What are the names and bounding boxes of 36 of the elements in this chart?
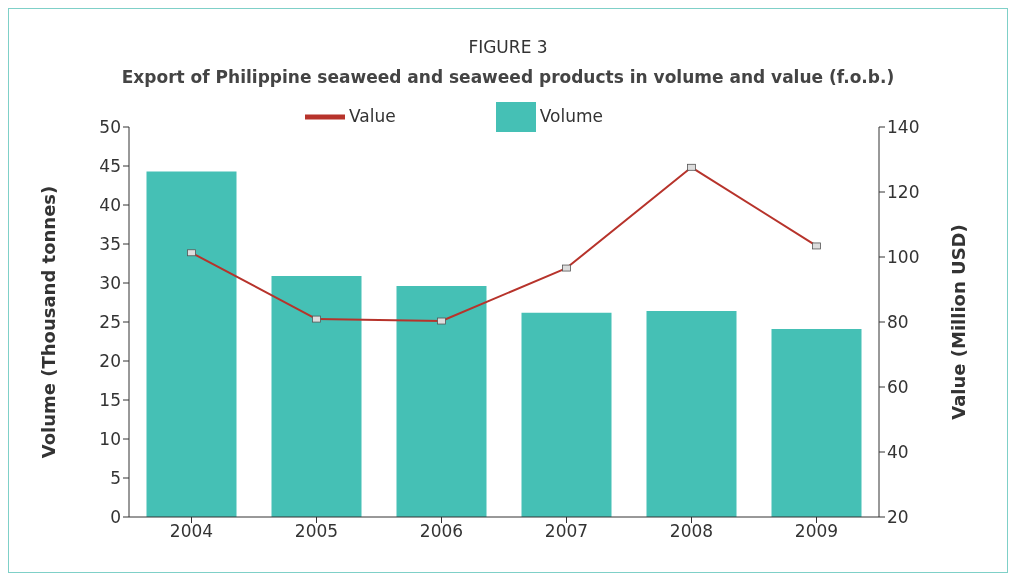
x-tick-label: 2007 <box>544 521 589 542</box>
x-tick-label: 2006 <box>419 521 464 542</box>
chart-subtitle: Export of Philippine seaweed and seaweed products in volume and value (f.o.b.) <box>120 67 896 87</box>
bar <box>146 171 237 517</box>
legend-label: Value <box>349 106 396 126</box>
x-tick-label: 2008 <box>669 521 714 542</box>
x-tick-label: 2004 <box>169 521 214 542</box>
chart-title: FIGURE 3 <box>467 37 549 57</box>
y2-tick-label: 20 <box>887 507 909 528</box>
y2-tick-label: 60 <box>887 377 909 398</box>
y-tick-label: 10 <box>99 429 121 450</box>
x-tick-label: 2009 <box>794 521 839 542</box>
y-axis-title: Volume (Thousand tonnes) <box>38 185 60 459</box>
y-tick-label: 5 <box>110 468 121 489</box>
y2-tick-label: 140 <box>887 117 920 138</box>
y-tick-label: 35 <box>99 234 121 255</box>
bar <box>271 275 362 517</box>
y-tick-label: 25 <box>99 312 121 333</box>
bar <box>646 311 737 517</box>
bar <box>771 329 862 517</box>
y2-tick-label: 100 <box>887 247 920 268</box>
y-tick-label: 15 <box>99 390 121 411</box>
bar <box>521 312 612 517</box>
y-tick-label: 40 <box>99 195 121 216</box>
y-tick-label: 50 <box>99 117 121 138</box>
legend-label: Volume <box>539 106 603 126</box>
y2-tick-label: 120 <box>887 182 920 203</box>
bar <box>396 286 487 517</box>
y-tick-label: 30 <box>99 273 121 294</box>
y-tick-label: 0 <box>110 507 121 528</box>
x-tick-label: 2005 <box>294 521 339 542</box>
y2-tick-label: 80 <box>887 312 909 333</box>
y-tick-label: 20 <box>99 351 121 372</box>
y-tick-label: 45 <box>99 156 121 177</box>
y2-tick-label: 40 <box>887 442 909 463</box>
y2-axis-title: Value (Million USD) <box>948 224 970 420</box>
